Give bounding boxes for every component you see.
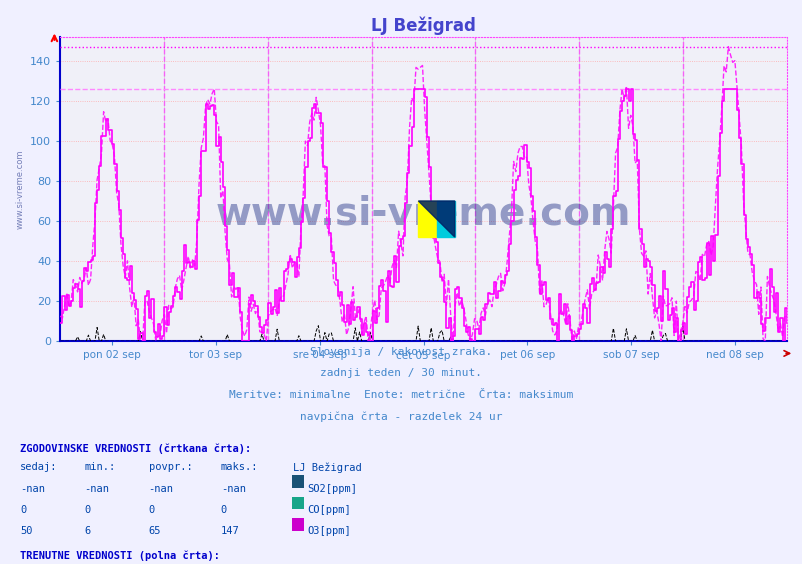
Text: 0: 0 — [20, 505, 26, 515]
Text: Meritve: minimalne  Enote: metrične  Črta: maksimum: Meritve: minimalne Enote: metrične Črta:… — [229, 390, 573, 400]
Text: SO2[ppm]: SO2[ppm] — [307, 483, 357, 494]
Text: min.:: min.: — [84, 462, 115, 472]
Text: zadnji teden / 30 minut.: zadnji teden / 30 minut. — [320, 368, 482, 378]
Bar — [436, 201, 454, 237]
Text: 6: 6 — [84, 526, 91, 536]
Text: ZGODOVINSKE VREDNOSTI (črtkana črta):: ZGODOVINSKE VREDNOSTI (črtkana črta): — [20, 444, 251, 455]
Text: www.si-vreme.com: www.si-vreme.com — [216, 195, 630, 232]
Text: 50: 50 — [20, 526, 33, 536]
Text: CO[ppm]: CO[ppm] — [307, 505, 350, 515]
Text: www.si-vreme.com: www.si-vreme.com — [16, 149, 25, 228]
Text: -nan: -nan — [221, 483, 245, 494]
Text: -nan: -nan — [148, 483, 173, 494]
Text: maks.:: maks.: — [221, 462, 258, 472]
Text: O3[ppm]: O3[ppm] — [307, 526, 350, 536]
Text: 0: 0 — [148, 505, 155, 515]
Text: navpična črta - razdelek 24 ur: navpična črta - razdelek 24 ur — [300, 411, 502, 422]
Text: -nan: -nan — [84, 483, 109, 494]
Text: 65: 65 — [148, 526, 161, 536]
Text: 0: 0 — [84, 505, 91, 515]
Text: TRENUTNE VREDNOSTI (polna črta):: TRENUTNE VREDNOSTI (polna črta): — [20, 550, 220, 561]
Text: Slovenija / kakovost zraka.: Slovenija / kakovost zraka. — [310, 347, 492, 357]
Text: -nan: -nan — [20, 483, 45, 494]
Polygon shape — [418, 201, 454, 237]
Text: LJ Bežigrad: LJ Bežigrad — [293, 462, 362, 473]
Text: povpr.:: povpr.: — [148, 462, 192, 472]
Bar — [418, 201, 436, 237]
Text: sedaj:: sedaj: — [20, 462, 58, 472]
Text: 0: 0 — [221, 505, 227, 515]
Text: 147: 147 — [221, 526, 239, 536]
Title: LJ Bežigrad: LJ Bežigrad — [371, 16, 476, 35]
